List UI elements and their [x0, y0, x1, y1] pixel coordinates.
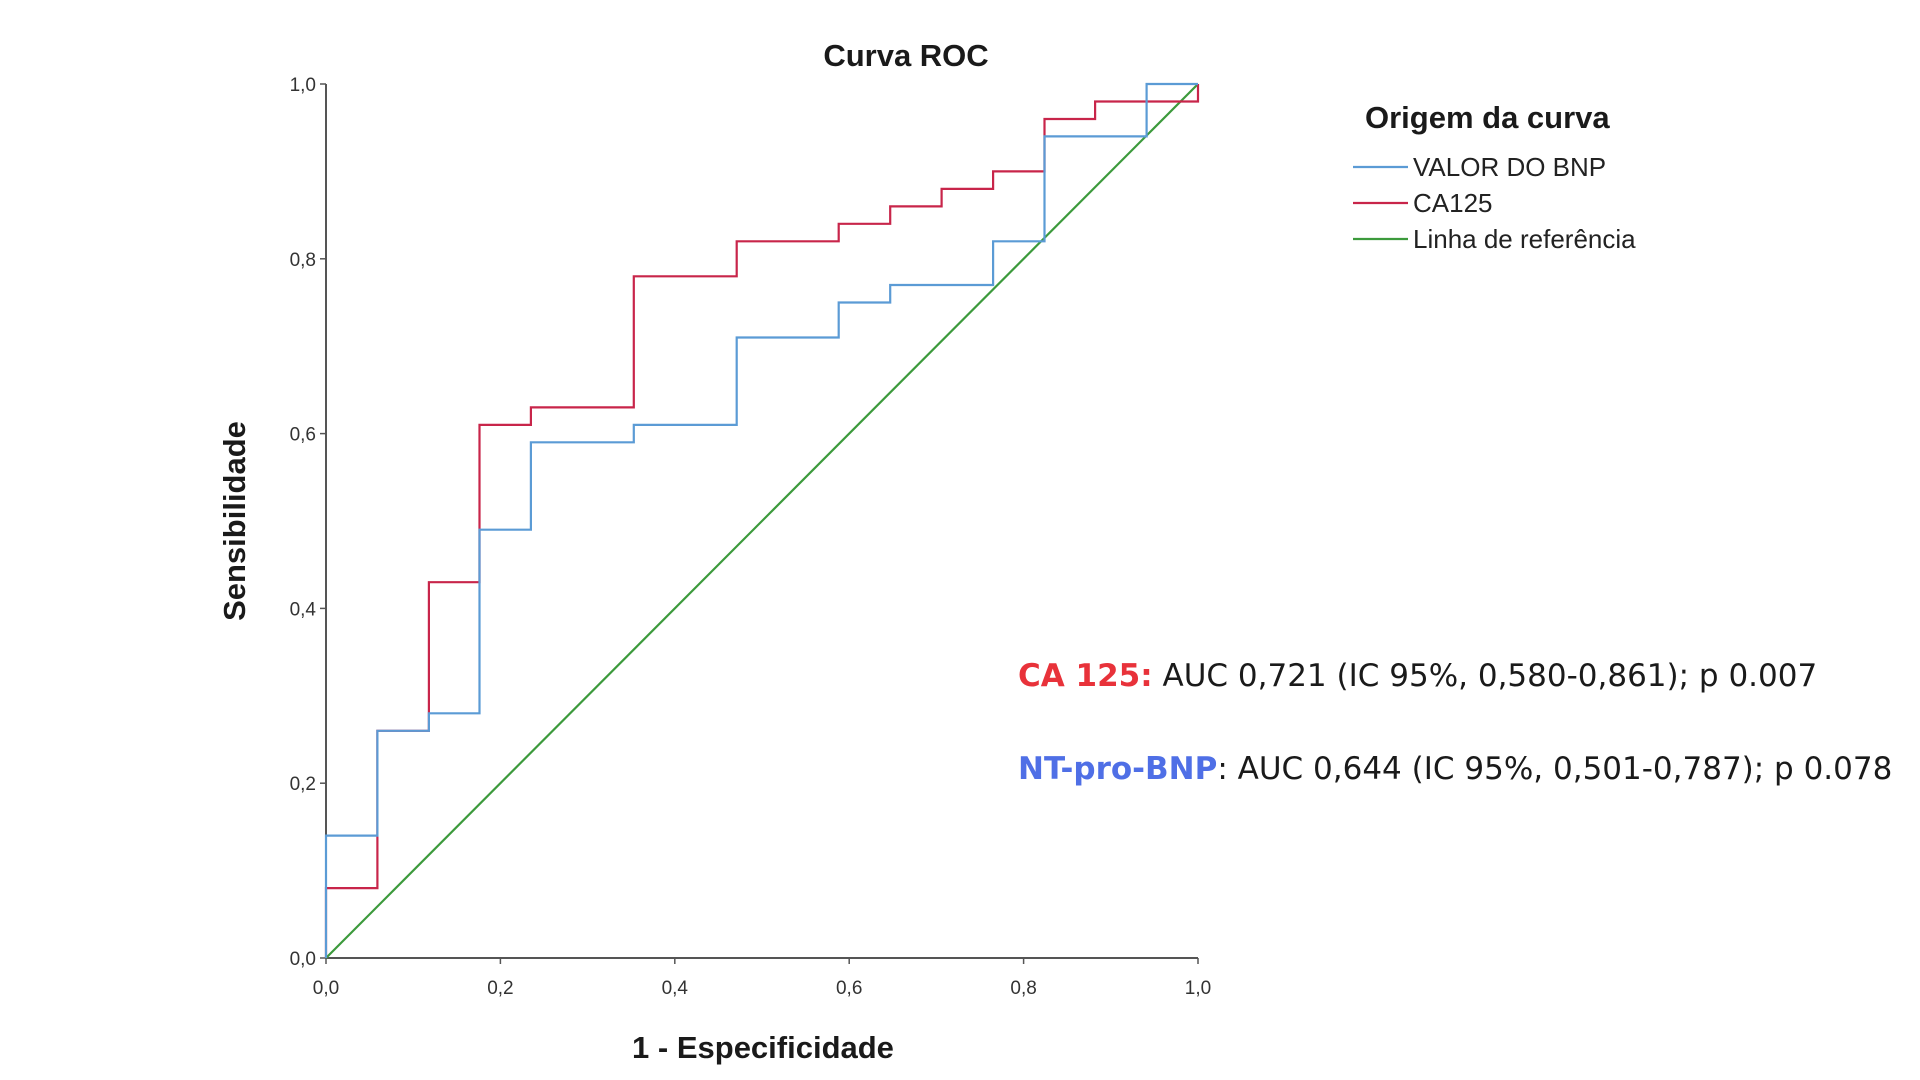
series-line-linha-de-referencia: [325, 83, 1199, 959]
auc-annotation-lead: CA 125:: [1018, 658, 1153, 694]
auc-annotation: CA 125: AUC 0,721 (IC 95%, 0,580-0,861);…: [1018, 658, 1817, 694]
y-tick-label: 0,2: [290, 774, 316, 795]
plot-area: 0,0 0,2 0,4 0,6 0,8 1,0 0,0 0,2 0,4 0,6 0,8 1,0: [290, 75, 1212, 999]
x-ticks: 0,0 0,2 0,4 0,6 0,8 1,0: [313, 958, 1211, 999]
y-tick-label: 1,0: [290, 75, 316, 96]
auc-annotation-text: : AUC 0,644 (IC 95%, 0,501-0,787); p 0.0…: [1217, 751, 1893, 787]
x-axis-label: 1 - Especificidade: [632, 1030, 894, 1065]
auc-annotation-lead: NT-pro-BNP: [1018, 751, 1218, 787]
series-line-valor-do-bnp: [324, 82, 1198, 958]
legend-label: CA125: [1413, 188, 1493, 218]
auc-annotation: NT-pro-BNP: AUC 0,644 (IC 95%, 0,501-0,7…: [1018, 751, 1892, 787]
x-tick-label: 0,2: [487, 978, 513, 999]
y-tick-label: 0,6: [290, 425, 316, 446]
y-tick-label: 0,8: [290, 250, 316, 271]
chart-title: Curva ROC: [823, 38, 988, 73]
x-tick-label: 0,0: [313, 978, 339, 999]
y-ticks: 0,0 0,2 0,4 0,6 0,8 1,0: [290, 75, 326, 970]
x-tick-label: 1,0: [1185, 978, 1211, 999]
x-tick-label: 0,6: [836, 978, 862, 999]
legend: Origem da curva VALOR DO BNP CA125 Linha d…: [1353, 100, 1636, 254]
series-layer: [324, 82, 1200, 959]
y-tick-label: 0,4: [290, 599, 317, 620]
legend-label: VALOR DO BNP: [1413, 152, 1606, 182]
y-tick-label: 0,0: [290, 949, 316, 970]
legend-title: Origem da curva: [1365, 100, 1610, 135]
x-tick-label: 0,8: [1010, 978, 1036, 999]
x-tick-label: 0,4: [662, 978, 689, 999]
auc-annotation-text: AUC 0,721 (IC 95%, 0,580-0,861); p 0.007: [1152, 658, 1818, 694]
legend-label: Linha de referência: [1413, 224, 1636, 254]
legend-items: VALOR DO BNP CA125 Linha de referência: [1353, 152, 1636, 254]
y-axis-label: Sensibilidade: [217, 421, 252, 621]
